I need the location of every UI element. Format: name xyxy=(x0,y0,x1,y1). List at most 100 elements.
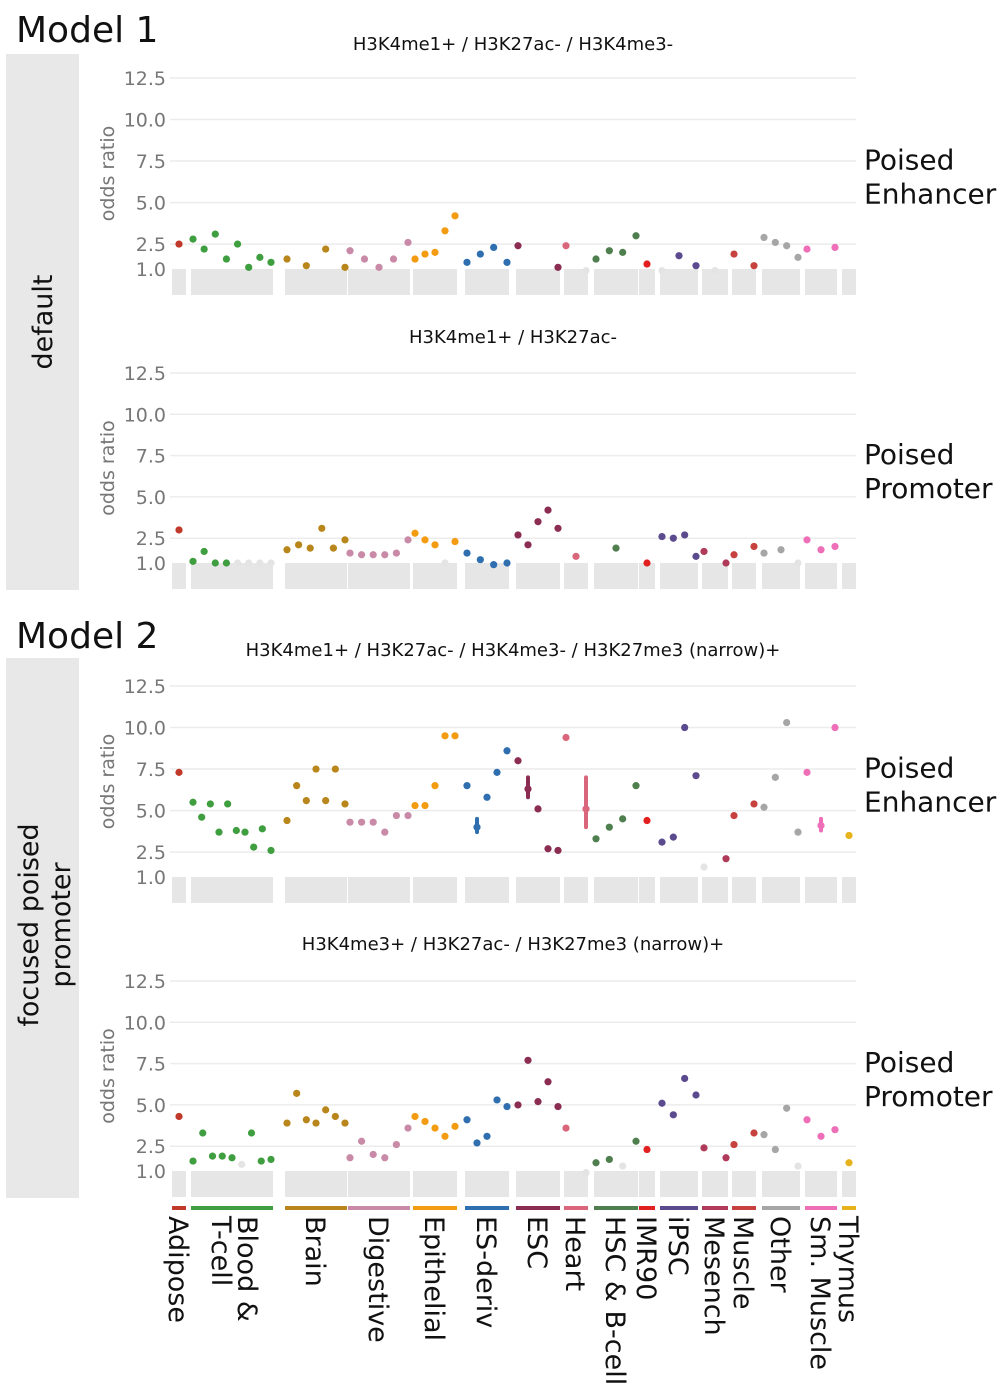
data-point xyxy=(198,813,206,821)
category-color-bar xyxy=(348,1206,410,1210)
data-point xyxy=(451,537,459,546)
panel-1: H3K4me1+ / H3K27ac- / H3K4me3- 12.5 10.0 7.… xyxy=(97,34,997,295)
data-point xyxy=(658,267,666,275)
data-point xyxy=(189,1157,197,1165)
data-point xyxy=(241,828,249,836)
category-label: iPSC xyxy=(662,1216,693,1276)
data-point xyxy=(283,546,291,554)
baseline-box xyxy=(191,1171,273,1197)
y-tick-label: 2.5 xyxy=(136,842,166,864)
data-point xyxy=(358,1137,366,1145)
model-2-strip-label-line1: focused poised xyxy=(14,823,45,1026)
model-1-strip-label: default xyxy=(28,274,59,369)
side-label: Enhancer xyxy=(864,178,997,211)
data-point xyxy=(381,551,389,559)
data-point xyxy=(632,1137,640,1145)
data-point xyxy=(341,1119,349,1127)
data-point xyxy=(206,800,214,808)
category-color-bar xyxy=(516,1206,560,1210)
data-point xyxy=(612,544,620,552)
data-point xyxy=(493,768,501,776)
y-tick-label: 2.5 xyxy=(136,1136,166,1158)
data-point xyxy=(312,765,320,773)
baseline-box xyxy=(639,1171,655,1197)
data-point xyxy=(632,232,640,240)
data-point xyxy=(582,1169,590,1177)
category-label: HSC & B-cell xyxy=(599,1216,630,1385)
baseline-box xyxy=(413,563,457,589)
data-point xyxy=(421,801,429,810)
data-point xyxy=(722,855,730,863)
category-label: ESC xyxy=(521,1216,552,1269)
baseline-box xyxy=(762,877,800,903)
data-point xyxy=(490,561,498,569)
data-point xyxy=(267,258,275,266)
data-point xyxy=(619,815,627,823)
data-point xyxy=(490,243,498,252)
y-tick-label: 10.0 xyxy=(124,1012,166,1034)
data-point xyxy=(473,823,481,831)
data-point xyxy=(322,245,330,253)
baseline-box xyxy=(805,269,837,295)
y-axis-label: odds ratio xyxy=(97,1028,119,1124)
data-point xyxy=(692,1091,700,1099)
data-point xyxy=(441,732,449,740)
panel-4: H3K4me3+ / H3K27ac- / H3K27me3 (narrow)+… xyxy=(97,934,993,1197)
data-point xyxy=(392,1140,400,1149)
data-point xyxy=(250,843,258,851)
category-label: Brain xyxy=(299,1216,330,1287)
data-point xyxy=(643,816,651,825)
data-point xyxy=(267,846,275,855)
data-point xyxy=(760,803,768,811)
data-point xyxy=(247,1129,256,1137)
data-point xyxy=(322,1106,330,1114)
data-point xyxy=(692,262,700,270)
data-point xyxy=(514,242,522,250)
category-label: Mesench xyxy=(698,1216,729,1336)
category-color-bar xyxy=(660,1206,698,1210)
baseline-box xyxy=(564,563,588,589)
category-label: Digestive xyxy=(362,1216,393,1343)
data-point xyxy=(503,258,511,266)
baseline-box xyxy=(594,269,638,295)
side-label: Poised xyxy=(864,144,954,177)
category-color-bar xyxy=(762,1206,800,1210)
category-label: ES-deriv xyxy=(470,1216,501,1328)
data-point xyxy=(411,801,419,810)
baseline-box xyxy=(172,269,186,295)
y-tick-label: 5.0 xyxy=(136,1095,166,1117)
data-point xyxy=(783,1104,791,1112)
data-point xyxy=(302,797,310,805)
panel-title: H3K4me3+ / H3K27ac- / H3K27me3 (narrow)+ xyxy=(302,934,724,955)
data-point xyxy=(534,805,542,813)
data-point xyxy=(794,559,802,567)
data-point xyxy=(700,547,708,556)
baseline-box xyxy=(285,1171,347,1197)
data-point xyxy=(722,1154,730,1162)
data-point xyxy=(175,526,183,534)
category-label: Sm. Muscle xyxy=(804,1216,835,1370)
y-tick-label: 7.5 xyxy=(136,446,166,468)
data-point xyxy=(267,1155,275,1164)
data-point xyxy=(658,1099,666,1107)
data-point xyxy=(658,838,666,846)
baseline-box xyxy=(191,269,273,295)
data-point xyxy=(831,243,839,252)
baseline-box xyxy=(348,563,410,589)
baseline-box xyxy=(732,563,756,589)
baseline-box xyxy=(516,877,560,903)
data-point xyxy=(730,811,738,820)
data-point xyxy=(215,828,223,836)
data-point xyxy=(831,723,839,732)
data-point xyxy=(421,536,429,544)
data-point xyxy=(211,559,219,567)
baseline-box xyxy=(191,563,273,589)
data-point xyxy=(771,773,779,781)
data-point xyxy=(554,846,562,855)
baseline-box xyxy=(702,563,728,589)
data-point xyxy=(189,235,197,243)
y-axis-label: odds ratio xyxy=(97,126,119,222)
data-point xyxy=(233,240,242,248)
category-label: Other xyxy=(764,1216,795,1294)
data-point xyxy=(318,524,326,532)
